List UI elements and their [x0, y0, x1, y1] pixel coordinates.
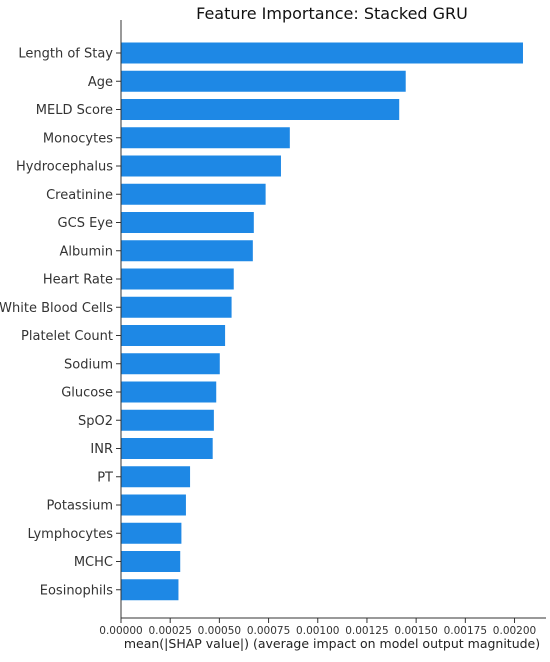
- y-tick-label: Age: [88, 75, 113, 90]
- bar: [121, 268, 234, 290]
- bar: [121, 466, 191, 488]
- x-tick-label: 0.00025: [148, 625, 191, 637]
- bar: [121, 240, 253, 262]
- bar: [121, 296, 232, 318]
- bar: [121, 579, 179, 601]
- y-tick-label: Albumin: [59, 244, 113, 259]
- x-tick-label: 0.00100: [296, 625, 339, 637]
- y-tick-label: PT: [97, 470, 113, 485]
- x-axis-label: mean(|SHAP value|) (average impact on mo…: [123, 636, 541, 651]
- y-tick-label: Length of Stay: [18, 47, 113, 62]
- y-tick-label: Platelet Count: [21, 329, 113, 344]
- x-tick-label: 0.00175: [444, 625, 487, 637]
- bar: [121, 409, 214, 431]
- y-tick-label: Sodium: [64, 357, 113, 372]
- x-tick-label: 0.00200: [493, 625, 536, 637]
- y-tick-label: Eosinophils: [40, 583, 113, 598]
- x-tick-label: 0.00000: [99, 625, 142, 637]
- bar: [121, 522, 182, 544]
- y-tick-label: White Blood Cells: [0, 301, 113, 316]
- bar: [121, 381, 217, 403]
- x-tick-label: 0.00050: [198, 625, 241, 637]
- y-tick-label: Heart Rate: [43, 273, 113, 288]
- y-tick-label: Hydrocephalus: [16, 160, 113, 175]
- y-tick-label: GCS Eye: [58, 216, 113, 231]
- bar: [121, 70, 406, 92]
- y-tick-label: Creatinine: [46, 188, 113, 203]
- y-tick-label: Monocytes: [43, 131, 113, 146]
- bar: [121, 438, 213, 459]
- bar: [121, 127, 290, 149]
- y-tick-label: MELD Score: [36, 103, 113, 118]
- x-tick-label: 0.00150: [394, 625, 437, 637]
- y-tick-label: Glucose: [61, 386, 113, 401]
- bar: [121, 99, 400, 120]
- x-tick-label: 0.00075: [247, 625, 290, 637]
- y-tick-label: Lymphocytes: [27, 527, 113, 542]
- bar: [121, 212, 254, 233]
- bar: [121, 551, 181, 572]
- bar: [121, 183, 266, 205]
- x-tick-label: 0.00125: [345, 625, 388, 637]
- y-tick-label: INR: [90, 442, 113, 457]
- bar: [121, 353, 220, 375]
- chart-title: Feature Importance: Stacked GRU: [196, 4, 468, 23]
- y-tick-label: MCHC: [74, 555, 113, 570]
- y-tick-label: Potassium: [47, 499, 113, 514]
- y-tick-label: SpO2: [78, 414, 113, 429]
- bar: [121, 494, 186, 516]
- bar: [121, 325, 226, 346]
- bar: [121, 155, 281, 177]
- bar: [121, 42, 523, 64]
